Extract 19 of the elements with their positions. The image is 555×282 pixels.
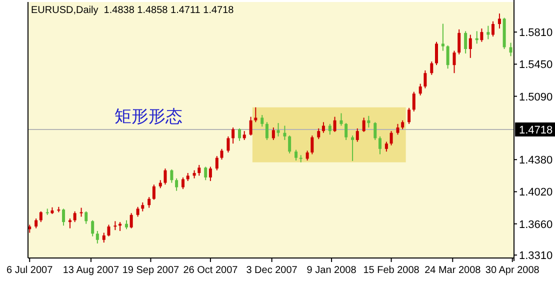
chart-title: EURUSD,Daily 1.4838 1.4858 1.4711 1.4718 — [31, 5, 234, 16]
y-tick-label: 1.5090 — [519, 91, 553, 104]
y-tick-label: 1.5450 — [519, 59, 553, 72]
x-tick-label: 3 Dec 2007 — [246, 265, 298, 276]
annotation: 矩形形态 — [114, 107, 182, 126]
x-tick-label: 15 Feb 2008 — [363, 265, 420, 276]
y-tick-label: 1.3310 — [519, 250, 553, 262]
x-tick-label: 13 Aug 2007 — [62, 265, 120, 276]
ref-line-label: 1.4718 — [519, 124, 553, 136]
x-tick-label: 26 Oct 2007 — [183, 265, 238, 276]
y-tick-label: 1.5810 — [519, 27, 553, 40]
x-tick-label: 9 Jan 2008 — [306, 265, 357, 276]
x-tick-label: 24 Mar 2008 — [424, 265, 482, 276]
y-tick-label: 1.4380 — [519, 154, 553, 167]
x-tick-label: 6 Jul 2007 — [6, 265, 54, 276]
y-tick-label: 1.3660 — [519, 218, 553, 231]
y-tick-label: 1.4020 — [519, 186, 553, 199]
x-tick-label: 19 Sep 2007 — [122, 265, 180, 276]
x-tick-label: 30 Apr 2008 — [485, 265, 540, 276]
